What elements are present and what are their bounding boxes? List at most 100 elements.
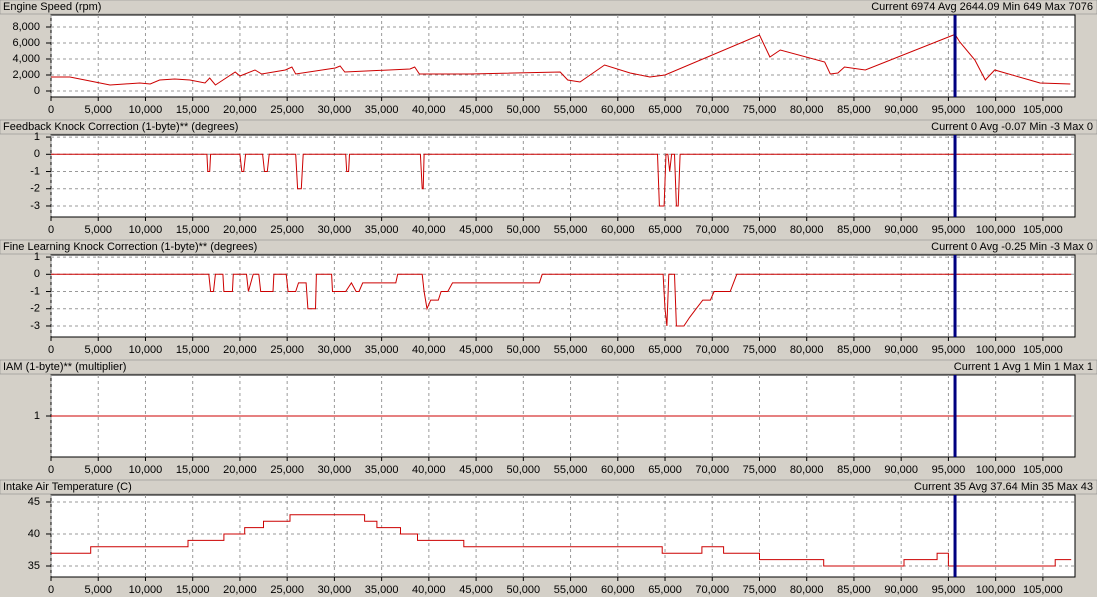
x-tick-label: 5,000 xyxy=(84,584,112,596)
x-tick-label: 65,000 xyxy=(648,344,682,356)
panel-title: Feedback Knock Correction (1-byte)** (de… xyxy=(3,121,238,133)
x-tick-label: 45,000 xyxy=(459,104,493,116)
x-tick-label: 60,000 xyxy=(601,224,635,236)
x-tick-label: 30,000 xyxy=(318,464,352,476)
y-tick-label: 0 xyxy=(34,148,40,160)
panel-title: Fine Learning Knock Correction (1-byte)*… xyxy=(3,241,257,253)
plot-area xyxy=(50,494,1076,578)
y-tick-label: 6,000 xyxy=(12,37,40,49)
panel-header xyxy=(0,119,1097,135)
x-tick-label: 60,000 xyxy=(601,104,635,116)
x-tick-label: 55,000 xyxy=(554,464,588,476)
x-tick-label: 70,000 xyxy=(695,344,729,356)
data-line xyxy=(51,514,1072,567)
data-line xyxy=(51,153,1072,207)
x-tick-label: 80,000 xyxy=(790,104,824,116)
x-tick-label: 100,000 xyxy=(976,344,1016,356)
x-tick-label: 80,000 xyxy=(790,584,824,596)
panel-title: Intake Air Temperature (C) xyxy=(3,481,132,493)
x-tick-label: 85,000 xyxy=(837,344,871,356)
x-tick-label: 50,000 xyxy=(506,224,540,236)
x-tick-label: 45,000 xyxy=(459,584,493,596)
y-tick-label: 4,000 xyxy=(12,53,40,65)
x-tick-label: 30,000 xyxy=(318,584,352,596)
x-tick-label: 20,000 xyxy=(223,344,257,356)
x-tick-label: 65,000 xyxy=(648,104,682,116)
x-tick-label: 40,000 xyxy=(412,224,446,236)
x-tick-label: 50,000 xyxy=(506,584,540,596)
x-tick-label: 70,000 xyxy=(695,584,729,596)
x-tick-label: 40,000 xyxy=(412,584,446,596)
x-tick-label: 15,000 xyxy=(176,344,210,356)
panel-header xyxy=(0,239,1097,255)
x-tick-label: 35,000 xyxy=(365,464,399,476)
x-tick-label: 65,000 xyxy=(648,584,682,596)
x-tick-label: 45,000 xyxy=(459,344,493,356)
y-tick-label: 35 xyxy=(28,560,40,572)
x-tick-label: 45,000 xyxy=(459,464,493,476)
x-tick-label: 10,000 xyxy=(129,584,163,596)
plot-area xyxy=(50,14,1076,98)
x-tick-label: 90,000 xyxy=(884,104,918,116)
x-tick-label: 100,000 xyxy=(976,104,1016,116)
data-line xyxy=(51,273,1072,327)
x-tick-label: 95,000 xyxy=(932,584,966,596)
x-tick-label: 50,000 xyxy=(506,104,540,116)
x-tick-label: 5,000 xyxy=(84,464,112,476)
x-tick-label: 90,000 xyxy=(884,464,918,476)
x-tick-label: 95,000 xyxy=(932,224,966,236)
x-tick-label: 30,000 xyxy=(318,344,352,356)
x-tick-label: 80,000 xyxy=(790,344,824,356)
x-tick-label: 5,000 xyxy=(84,224,112,236)
x-tick-label: 10,000 xyxy=(129,104,163,116)
x-tick-label: 100,000 xyxy=(976,224,1016,236)
y-tick-label: 1 xyxy=(34,251,40,263)
panel-header xyxy=(0,479,1097,495)
panel-header xyxy=(0,359,1097,375)
x-tick-label: 40,000 xyxy=(412,344,446,356)
x-tick-label: 80,000 xyxy=(790,224,824,236)
x-tick-label: 70,000 xyxy=(695,464,729,476)
x-tick-label: 105,000 xyxy=(1023,224,1063,236)
x-tick-label: 85,000 xyxy=(837,464,871,476)
y-tick-label: -2 xyxy=(30,183,40,195)
x-tick-label: 60,000 xyxy=(601,464,635,476)
x-tick-label: 75,000 xyxy=(743,104,777,116)
x-tick-label: 0 xyxy=(48,584,54,596)
x-tick-label: 15,000 xyxy=(176,224,210,236)
x-tick-label: 75,000 xyxy=(743,344,777,356)
x-tick-label: 30,000 xyxy=(318,224,352,236)
x-tick-label: 35,000 xyxy=(365,344,399,356)
x-tick-label: 90,000 xyxy=(884,224,918,236)
x-tick-label: 105,000 xyxy=(1023,584,1063,596)
x-tick-label: 45,000 xyxy=(459,224,493,236)
x-tick-label: 0 xyxy=(48,464,54,476)
y-tick-label: 1 xyxy=(34,131,40,143)
y-tick-label: 1 xyxy=(34,410,40,422)
x-tick-label: 5,000 xyxy=(84,344,112,356)
plot-area xyxy=(50,134,1076,218)
x-tick-label: 35,000 xyxy=(365,224,399,236)
panel-title: IAM (1-byte)** (multiplier) xyxy=(3,361,126,373)
y-tick-label: 45 xyxy=(28,496,40,508)
x-tick-label: 35,000 xyxy=(365,584,399,596)
y-tick-label: -1 xyxy=(30,165,40,177)
x-tick-label: 0 xyxy=(48,344,54,356)
x-tick-label: 20,000 xyxy=(223,584,257,596)
panel-stats: Current 0 Avg -0.07 Min -3 Max 0 xyxy=(931,121,1093,133)
y-tick-label: -2 xyxy=(30,303,40,315)
x-tick-label: 100,000 xyxy=(976,464,1016,476)
y-tick-label: -1 xyxy=(30,285,40,297)
x-tick-label: 60,000 xyxy=(601,584,635,596)
x-tick-label: 10,000 xyxy=(129,224,163,236)
x-tick-label: 0 xyxy=(48,224,54,236)
y-tick-label: 0 xyxy=(34,268,40,280)
y-tick-label: 0 xyxy=(34,85,40,97)
x-tick-label: 55,000 xyxy=(554,224,588,236)
x-tick-label: 70,000 xyxy=(695,104,729,116)
x-tick-label: 85,000 xyxy=(837,584,871,596)
panel-header xyxy=(0,0,1097,15)
x-tick-label: 30,000 xyxy=(318,104,352,116)
x-tick-label: 25,000 xyxy=(270,584,304,596)
